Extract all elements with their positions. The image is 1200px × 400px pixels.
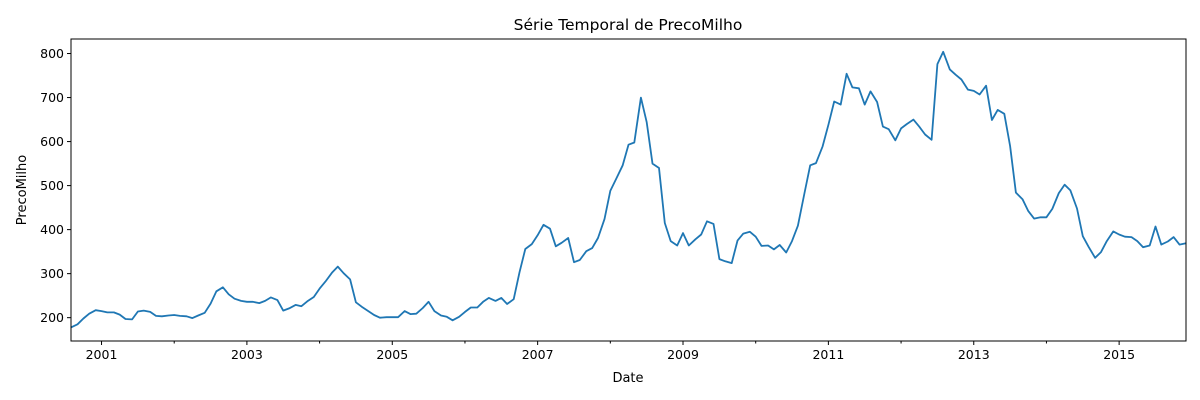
x-axis-label: Date [612,371,643,386]
x-tick-label: 2009 [667,347,699,362]
x-tick-label: 2013 [958,347,990,362]
y-tick-label: 600 [40,134,64,149]
y-axis-ticks: 200 300 400 500 600 700 800 [40,46,71,325]
x-axis-ticks: 2001 2003 2005 2007 2009 2011 2013 2015 [86,341,1135,362]
y-axis-label: PrecoMilho [15,155,30,225]
plot-frame [70,38,1187,342]
y-tick-label: 700 [40,90,64,105]
y-tick-label: 500 [40,178,64,193]
x-tick-label: 2005 [376,347,408,362]
chart-title: Série Temporal de PrecoMilho [514,16,743,34]
x-tick-label: 2015 [1103,347,1135,362]
x-tick-label: 2007 [522,347,554,362]
y-tick-label: 200 [40,310,64,325]
x-tick-label: 2011 [812,347,844,362]
x-tick-label: 2003 [231,347,263,362]
y-tick-label: 800 [40,46,64,61]
series-line [70,50,1187,329]
y-tick-label: 400 [40,222,64,237]
x-tick-label: 2001 [86,347,118,362]
y-tick-label: 300 [40,266,64,281]
